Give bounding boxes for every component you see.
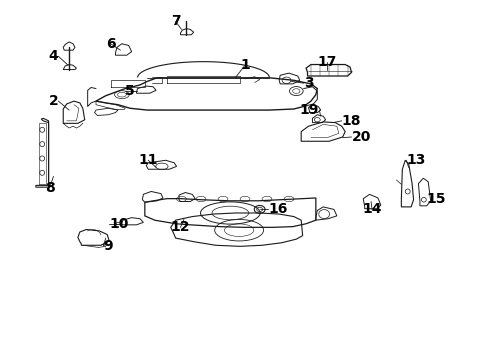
- Text: 19: 19: [300, 103, 319, 117]
- Text: 14: 14: [362, 202, 382, 216]
- Text: 5: 5: [125, 84, 135, 98]
- Text: 3: 3: [304, 76, 313, 90]
- Text: 13: 13: [406, 153, 426, 167]
- Text: 2: 2: [49, 94, 58, 108]
- Text: 4: 4: [49, 49, 58, 63]
- Text: 10: 10: [109, 217, 128, 231]
- Text: 20: 20: [351, 130, 371, 144]
- Text: 7: 7: [171, 14, 180, 28]
- Text: 9: 9: [103, 239, 113, 253]
- Text: 18: 18: [342, 114, 361, 128]
- Text: 6: 6: [106, 37, 116, 51]
- Text: 11: 11: [139, 153, 158, 167]
- Text: 1: 1: [240, 58, 250, 72]
- Text: 15: 15: [427, 192, 446, 206]
- Text: 8: 8: [45, 181, 54, 195]
- Text: 12: 12: [171, 220, 190, 234]
- Text: 16: 16: [269, 202, 288, 216]
- Text: 17: 17: [318, 55, 337, 69]
